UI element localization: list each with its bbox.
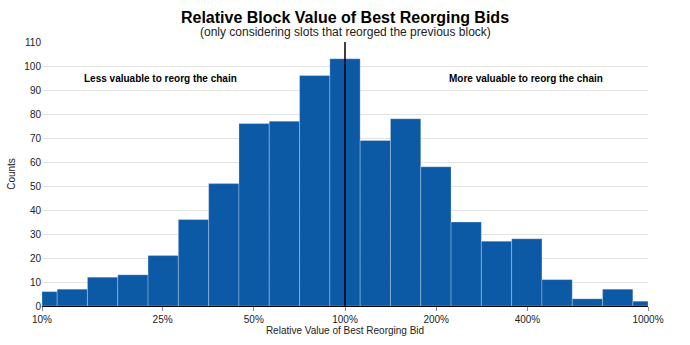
svg-text:Less valuable to reorg the cha: Less valuable to reorg the chain xyxy=(84,73,237,84)
svg-text:100: 100 xyxy=(24,61,41,72)
svg-text:60: 60 xyxy=(30,157,42,168)
svg-text:Relative Block Value of Best R: Relative Block Value of Best Reorging Bi… xyxy=(181,9,509,26)
svg-text:90: 90 xyxy=(30,85,42,96)
svg-text:50%: 50% xyxy=(244,314,264,325)
svg-text:10: 10 xyxy=(30,277,42,288)
svg-text:10%: 10% xyxy=(32,314,52,325)
svg-text:50: 50 xyxy=(30,181,42,192)
svg-text:Relative Value of Best Reorgin: Relative Value of Best Reorging Bid xyxy=(266,325,424,336)
svg-text:200%: 200% xyxy=(423,314,449,325)
svg-text:110: 110 xyxy=(25,37,41,48)
svg-text:100%: 100% xyxy=(332,314,358,325)
svg-text:More valuable to reorg the cha: More valuable to reorg the chain xyxy=(449,73,603,84)
svg-text:400%: 400% xyxy=(515,314,541,325)
svg-text:1000%: 1000% xyxy=(632,314,663,325)
svg-text:0: 0 xyxy=(35,301,41,312)
svg-text:80: 80 xyxy=(30,109,42,120)
svg-text:70: 70 xyxy=(30,133,42,144)
svg-text:20: 20 xyxy=(30,253,42,264)
svg-text:30: 30 xyxy=(30,229,42,240)
svg-text:40: 40 xyxy=(30,205,42,216)
svg-text:(only considering slots that r: (only considering slots that reorged the… xyxy=(200,25,491,39)
svg-text:Counts: Counts xyxy=(6,158,17,190)
svg-text:25%: 25% xyxy=(153,314,173,325)
